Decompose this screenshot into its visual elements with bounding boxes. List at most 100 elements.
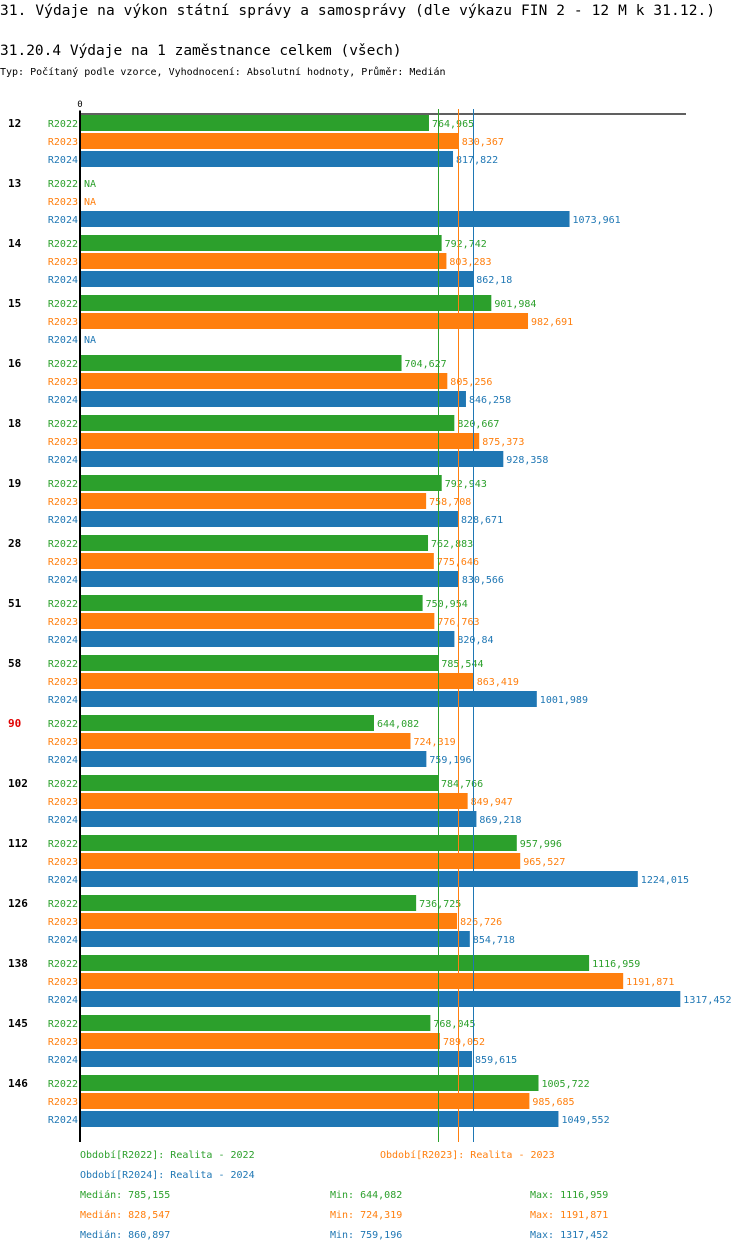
category-label-51: 51: [8, 597, 22, 610]
value-label-15-R2023: 982,691: [531, 317, 573, 328]
value-label-51-R2022: 750,954: [426, 599, 468, 610]
value-label-18-R2024: 928,358: [506, 455, 548, 466]
bar-16-R2023: [81, 373, 448, 389]
na-label-13-R2022: NA: [84, 179, 96, 190]
series-label-18-R2023: R2023: [48, 437, 78, 448]
series-label-14-R2023: R2023: [48, 257, 78, 268]
value-label-15-R2022: 901,984: [494, 299, 536, 310]
bar-14-R2024: [81, 271, 474, 287]
value-label-58-R2022: 785,544: [441, 659, 483, 670]
bar-138-R2024: [81, 991, 681, 1007]
series-label-16-R2022: R2022: [48, 359, 78, 370]
category-label-146: 146: [8, 1077, 28, 1090]
series-label-13-R2022: R2022: [48, 179, 78, 190]
value-label-58-R2024: 1001,989: [540, 695, 588, 706]
series-label-90-R2024: R2024: [48, 755, 78, 766]
series-label-16-R2023: R2023: [48, 377, 78, 388]
bar-51-R2024: [81, 631, 455, 647]
category-label-138: 138: [8, 957, 28, 970]
chart-meta: Typ: Počítaný podle vzorce, Vyhodnocení:…: [0, 67, 446, 78]
value-label-14-R2022: 792,742: [445, 239, 487, 250]
bar-112-R2022: [81, 835, 517, 851]
chart-title: 31.20.4 Výdaje na 1 zaměstnance celkem (…: [0, 43, 402, 59]
bar-14-R2022: [81, 235, 442, 251]
bar-58-R2024: [81, 691, 537, 707]
bar-112-R2023: [81, 853, 521, 869]
value-label-19-R2022: 792,943: [445, 479, 487, 490]
category-label-14: 14: [8, 237, 22, 250]
value-label-146-R2023: 985,685: [532, 1097, 574, 1108]
series-label-28-R2023: R2023: [48, 557, 78, 568]
series-label-15-R2022: R2022: [48, 299, 78, 310]
stat-max-r2022: Max: 1116,959: [530, 1190, 609, 1201]
bar-102-R2022: [81, 775, 438, 791]
category-label-13: 13: [8, 177, 21, 190]
series-label-102-R2022: R2022: [48, 779, 78, 790]
value-label-112-R2024: 1224,015: [641, 875, 689, 886]
series-label-51-R2024: R2024: [48, 635, 78, 646]
value-label-12-R2023: 830,367: [462, 137, 504, 148]
value-label-28-R2022: 762,883: [431, 539, 473, 550]
bar-28-R2023: [81, 553, 434, 569]
category-label-15: 15: [8, 297, 21, 310]
bar-15-R2022: [81, 295, 492, 311]
series-label-112-R2022: R2022: [48, 839, 78, 850]
stat-min-r2022: Min: 644,082: [330, 1190, 403, 1201]
category-label-12: 12: [8, 117, 21, 130]
value-label-16-R2023: 805,256: [450, 377, 492, 388]
series-label-145-R2022: R2022: [48, 1019, 78, 1030]
series-label-126-R2023: R2023: [48, 917, 78, 928]
category-label-126: 126: [8, 897, 28, 910]
series-label-138-R2022: R2022: [48, 959, 78, 970]
value-label-18-R2022: 820,667: [457, 419, 499, 430]
series-label-14-R2022: R2022: [48, 239, 78, 250]
value-label-16-R2022: 704,627: [405, 359, 447, 370]
series-label-102-R2023: R2023: [48, 797, 78, 808]
bar-16-R2022: [81, 355, 402, 371]
category-label-90: 90: [8, 717, 21, 730]
value-label-126-R2023: 826,726: [460, 917, 502, 928]
bar-90-R2024: [81, 751, 427, 767]
value-label-14-R2023: 803,283: [449, 257, 491, 268]
na-label-13-R2023: NA: [84, 197, 96, 208]
stat-max-r2024: Max: 1317,452: [530, 1230, 609, 1241]
value-label-19-R2024: 828,671: [461, 515, 503, 526]
bar-145-R2024: [81, 1051, 473, 1067]
bar-138-R2023: [81, 973, 624, 989]
stat-min-r2023: Min: 724,319: [330, 1210, 403, 1221]
series-label-19-R2022: R2022: [48, 479, 78, 490]
series-label-102-R2024: R2024: [48, 815, 78, 826]
series-label-146-R2024: R2024: [48, 1115, 78, 1126]
stat-median-r2024: Medián: 860,897: [80, 1230, 171, 1241]
series-label-90-R2022: R2022: [48, 719, 78, 730]
bar-102-R2023: [81, 793, 468, 809]
value-label-14-R2024: 862,18: [476, 275, 512, 286]
stat-median-r2023: Medián: 828,547: [80, 1210, 171, 1221]
bar-51-R2023: [81, 613, 435, 629]
stat-max-r2023: Max: 1191,871: [530, 1210, 609, 1221]
series-label-145-R2023: R2023: [48, 1037, 78, 1048]
value-label-145-R2022: 768,045: [433, 1019, 475, 1030]
value-label-90-R2022: 644,082: [377, 719, 419, 730]
bar-126-R2022: [81, 895, 417, 911]
value-label-90-R2024: 759,196: [429, 755, 471, 766]
na-label-15-R2024: NA: [84, 335, 96, 346]
bar-126-R2024: [81, 931, 470, 947]
series-label-28-R2022: R2022: [48, 539, 78, 550]
series-label-58-R2023: R2023: [48, 677, 78, 688]
bar-58-R2022: [81, 655, 439, 671]
value-label-138-R2022: 1116,959: [592, 959, 640, 970]
bar-28-R2022: [81, 535, 429, 551]
bar-18-R2022: [81, 415, 455, 431]
value-label-13-R2024: 1073,961: [573, 215, 621, 226]
bar-138-R2022: [81, 955, 590, 971]
category-label-145: 145: [8, 1017, 28, 1030]
series-label-112-R2023: R2023: [48, 857, 78, 868]
bar-12-R2023: [81, 133, 459, 149]
bar-145-R2022: [81, 1015, 431, 1031]
value-label-18-R2023: 875,373: [482, 437, 524, 448]
value-label-102-R2023: 849,947: [471, 797, 513, 808]
value-label-138-R2024: 1317,452: [683, 995, 731, 1006]
bar-146-R2024: [81, 1111, 559, 1127]
